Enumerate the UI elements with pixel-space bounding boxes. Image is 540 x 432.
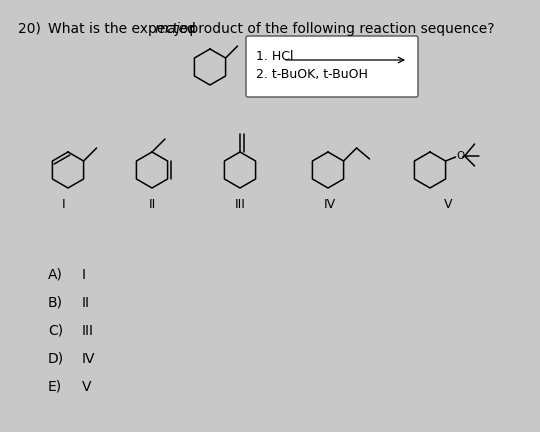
Text: III: III: [82, 324, 94, 338]
Text: 2. t-BuOK, t-BuOH: 2. t-BuOK, t-BuOH: [256, 68, 368, 81]
Text: V: V: [82, 380, 91, 394]
Text: 1. HCl: 1. HCl: [256, 50, 294, 63]
Text: O: O: [457, 151, 465, 161]
Text: II: II: [82, 296, 90, 310]
Text: What is the expected: What is the expected: [48, 22, 200, 36]
Text: V: V: [444, 198, 453, 211]
Text: IV: IV: [324, 198, 336, 211]
Text: I: I: [82, 268, 86, 282]
FancyBboxPatch shape: [246, 36, 418, 97]
Text: III: III: [234, 198, 246, 211]
Text: II: II: [148, 198, 156, 211]
Text: IV: IV: [82, 352, 96, 366]
Text: 20): 20): [18, 22, 41, 36]
Text: product of the following reaction sequence?: product of the following reaction sequen…: [185, 22, 495, 36]
Text: D): D): [48, 352, 64, 366]
Text: I: I: [62, 198, 66, 211]
Text: E): E): [48, 380, 62, 394]
Text: A): A): [48, 268, 63, 282]
Text: B): B): [48, 296, 63, 310]
Text: C): C): [48, 324, 63, 338]
Text: major: major: [155, 22, 195, 36]
